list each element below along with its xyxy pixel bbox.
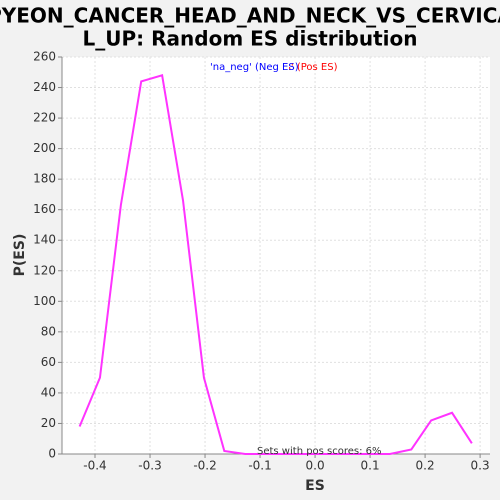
chart-title: L_UP: Random ES distribution [83, 27, 418, 51]
y-tick-label: 260 [33, 50, 56, 64]
y-tick-label: 120 [33, 263, 56, 277]
y-tick-label: 160 [33, 202, 56, 216]
x-tick-label: -0.3 [138, 459, 161, 473]
legend-entry: 'na_neg' (Neg ES) [210, 62, 299, 73]
legend-bg [209, 60, 289, 74]
legend-entry: 'na_pos' (Pos ES) [253, 62, 338, 73]
x-tick-label: 0.2 [416, 459, 435, 473]
x-tick-label: -0.2 [193, 459, 216, 473]
y-tick-label: 40 [41, 385, 56, 399]
series-line [78, 74, 473, 455]
y-tick-label: 60 [41, 355, 56, 369]
x-tick-label: 0.0 [306, 459, 325, 473]
x-axis-label: ES [305, 478, 325, 494]
y-axis-label: P(ES) [12, 234, 28, 277]
y-tick-label: 140 [33, 233, 56, 247]
plot-area [62, 57, 490, 454]
x-tick-label: 0.3 [471, 459, 490, 473]
y-tick-label: 80 [41, 324, 56, 338]
y-tick-label: 220 [33, 111, 56, 125]
chart-title: PYEON_CANCER_HEAD_AND_NECK_VS_CERVICA [0, 4, 500, 28]
x-tick-label: 0.1 [361, 459, 380, 473]
y-tick-label: 200 [33, 141, 56, 155]
y-tick-label: 0 [48, 447, 56, 461]
x-tick-label: -0.1 [248, 459, 271, 473]
y-tick-label: 100 [33, 294, 56, 308]
y-tick-label: 180 [33, 172, 56, 186]
x-tick-label: -0.4 [83, 459, 106, 473]
y-tick-label: 20 [41, 416, 56, 430]
y-tick-label: 240 [33, 80, 56, 94]
annotation: Sets with pos scores: 6% [257, 446, 382, 457]
